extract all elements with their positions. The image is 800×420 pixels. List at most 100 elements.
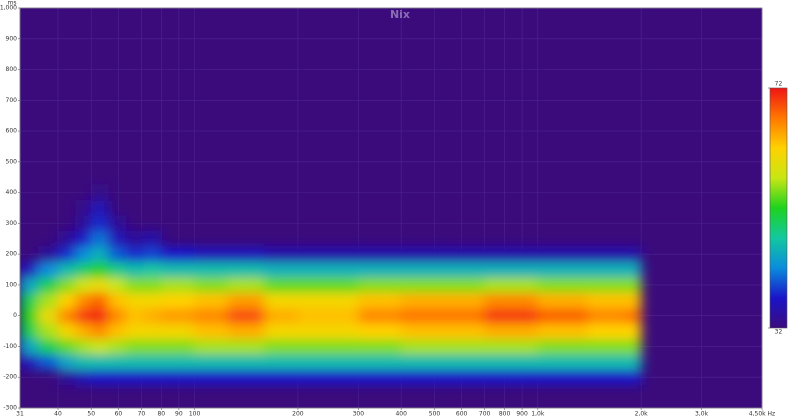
heat-cell	[587, 353, 626, 370]
heat-cell	[125, 323, 144, 340]
heat-cell	[143, 353, 162, 370]
y-tick-label: 700	[6, 97, 18, 104]
heat-cell	[107, 338, 127, 355]
heat-cell	[484, 338, 539, 355]
heat-cell	[400, 246, 435, 263]
heat-cell	[90, 353, 109, 370]
heat-cell	[194, 246, 229, 263]
heat-cell	[537, 353, 589, 370]
heat-cell	[107, 369, 127, 386]
heat-cell	[434, 307, 485, 324]
heat-cell	[37, 353, 59, 370]
heat-cell	[194, 292, 229, 309]
heat-cell	[297, 292, 359, 309]
heat-cell	[537, 276, 589, 293]
x-tick-label: 40	[54, 411, 62, 418]
y-axis-label: ms	[8, 0, 17, 7]
heat-cell	[264, 261, 299, 278]
heat-cell	[75, 215, 92, 232]
heat-cell	[57, 353, 76, 370]
heat-cell	[20, 292, 39, 309]
y-tick-label: 200	[6, 251, 18, 258]
heat-cell	[484, 323, 539, 340]
heat-cell	[75, 276, 92, 293]
heat-cell	[484, 276, 539, 293]
heat-cell	[264, 353, 299, 370]
heat-cell	[434, 261, 485, 278]
heat-cell	[107, 261, 127, 278]
heat-cell	[20, 323, 39, 340]
heat-cell	[161, 276, 195, 293]
colorbar	[769, 87, 788, 329]
y-tick-label: 600	[6, 128, 18, 135]
heat-cell	[434, 369, 485, 386]
heat-cell	[37, 261, 59, 278]
heat-cell	[264, 369, 299, 386]
heat-cell	[125, 369, 144, 386]
heat-cell	[57, 246, 76, 263]
x-tick-label: 50	[87, 411, 95, 418]
heat-cell	[484, 307, 539, 324]
heat-cell	[358, 246, 402, 263]
heat-cell	[625, 276, 642, 293]
heat-cell	[194, 307, 229, 324]
heat-cell	[107, 276, 127, 293]
heat-cell	[143, 276, 162, 293]
heat-cell	[90, 338, 109, 355]
heat-cell	[90, 307, 109, 324]
heat-cell	[107, 353, 127, 370]
heatmap-cells	[20, 184, 642, 386]
heat-cell	[20, 338, 39, 355]
heat-cell	[107, 292, 127, 309]
heat-cell	[264, 276, 299, 293]
heat-cell	[125, 230, 144, 247]
heat-cell	[434, 246, 485, 263]
heat-cell	[37, 323, 59, 340]
x-tick-label: 31	[16, 411, 24, 418]
x-tick-label: 1,0k	[531, 411, 545, 418]
y-tick-label: 1,000	[0, 5, 17, 12]
heat-cell	[143, 307, 162, 324]
heat-cell	[484, 369, 539, 386]
x-tick-label: 4,50k Hz	[749, 411, 775, 418]
heat-cell	[90, 323, 109, 340]
heat-cell	[20, 353, 39, 370]
y-tick-label: 100	[6, 281, 18, 288]
heat-cell	[587, 261, 626, 278]
heat-cell	[625, 353, 642, 370]
heat-cell	[297, 353, 359, 370]
heat-cell	[107, 323, 127, 340]
y-tick-label: 300	[6, 220, 18, 227]
x-tick-label: 800	[499, 411, 511, 418]
heat-cell	[537, 292, 589, 309]
heat-cell	[625, 307, 642, 324]
x-tick-label: 400	[395, 411, 407, 418]
heat-cell	[57, 230, 76, 247]
heat-cell	[227, 246, 265, 263]
y-tick-label: -100	[3, 343, 17, 350]
heat-cell	[90, 200, 109, 216]
heat-cell	[75, 338, 92, 355]
heat-cell	[143, 292, 162, 309]
heat-cell	[625, 246, 642, 263]
heat-cell	[90, 369, 109, 386]
heat-cell	[587, 276, 626, 293]
heat-cell	[400, 323, 435, 340]
heat-cell	[161, 292, 195, 309]
heat-cell	[57, 276, 76, 293]
heat-cell	[57, 292, 76, 309]
heat-cell	[358, 369, 402, 386]
heat-cell	[75, 307, 92, 324]
x-tick-label: 600	[456, 411, 468, 418]
heat-cell	[227, 276, 265, 293]
heat-cell	[537, 338, 589, 355]
heat-cell	[75, 200, 92, 216]
heat-cell	[75, 292, 92, 309]
heat-cell	[227, 292, 265, 309]
heat-cell	[57, 323, 76, 340]
heat-cell	[75, 230, 92, 247]
heat-cell	[358, 353, 402, 370]
heat-cell	[587, 323, 626, 340]
heat-cell	[264, 292, 299, 309]
x-tick-label: 300	[353, 411, 365, 418]
